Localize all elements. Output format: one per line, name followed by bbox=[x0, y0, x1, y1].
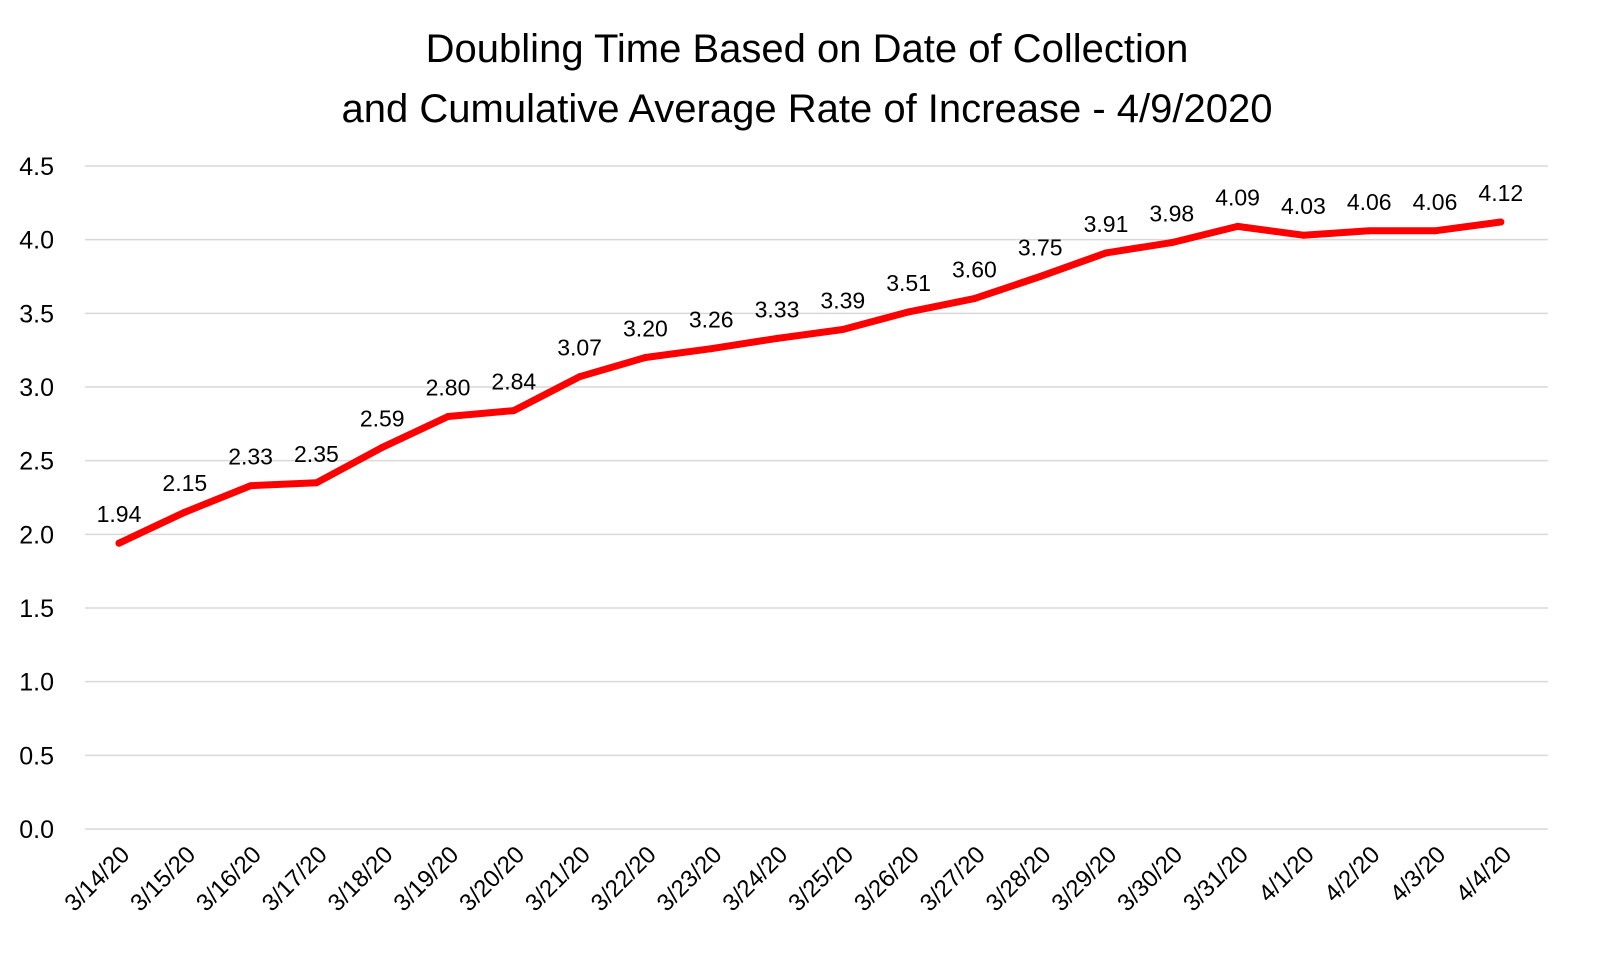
chart-title: Doubling Time Based on Date of Collectio… bbox=[426, 27, 1189, 71]
x-tick-label: 3/22/20 bbox=[586, 841, 662, 917]
data-point bbox=[181, 508, 189, 516]
data-label: 3.26 bbox=[689, 307, 734, 333]
x-tick-label: 3/23/20 bbox=[652, 841, 728, 917]
y-tick-label: 3.0 bbox=[19, 374, 54, 402]
x-tick-label: 4/2/20 bbox=[1319, 841, 1385, 907]
data-label: 3.51 bbox=[886, 270, 931, 296]
x-tick-label: 3/20/20 bbox=[454, 841, 530, 917]
x-tick-label: 3/18/20 bbox=[323, 841, 399, 917]
x-tick-label: 3/28/20 bbox=[981, 841, 1057, 917]
y-tick-label: 4.0 bbox=[19, 227, 54, 255]
data-label: 3.91 bbox=[1084, 211, 1129, 237]
data-label: 2.59 bbox=[360, 405, 405, 431]
data-point bbox=[1497, 218, 1505, 226]
x-tick-label: 4/3/20 bbox=[1385, 841, 1451, 907]
x-tick-label: 3/27/20 bbox=[915, 841, 991, 917]
data-point bbox=[312, 479, 320, 487]
data-point bbox=[641, 354, 649, 362]
data-point bbox=[905, 308, 913, 316]
x-tick-label: 3/19/20 bbox=[389, 841, 465, 917]
data-point bbox=[1168, 239, 1176, 247]
data-point bbox=[1431, 227, 1439, 235]
data-point bbox=[1234, 222, 1242, 230]
data-point bbox=[247, 482, 255, 490]
chart-subtitle: and Cumulative Average Rate of Increase … bbox=[342, 87, 1273, 131]
data-label: 4.06 bbox=[1413, 189, 1458, 215]
data-label: 3.33 bbox=[755, 296, 800, 322]
x-tick-label: 3/29/20 bbox=[1047, 841, 1123, 917]
data-point bbox=[1036, 273, 1044, 280]
data-point bbox=[115, 539, 123, 547]
y-tick-label: 0.0 bbox=[19, 816, 54, 844]
data-point bbox=[510, 407, 518, 415]
data-label: 4.12 bbox=[1478, 180, 1523, 206]
y-tick-label: 0.5 bbox=[19, 742, 54, 770]
data-point bbox=[1299, 231, 1307, 239]
data-point bbox=[970, 295, 978, 303]
x-tick-label: 4/1/20 bbox=[1253, 841, 1319, 907]
data-point bbox=[839, 326, 847, 334]
series-group bbox=[115, 218, 1505, 547]
data-label: 3.60 bbox=[952, 257, 997, 283]
data-label: 4.03 bbox=[1281, 193, 1326, 219]
data-point bbox=[1365, 227, 1373, 235]
series-line bbox=[115, 218, 1505, 547]
y-tick-label: 2.0 bbox=[19, 521, 54, 549]
data-point bbox=[707, 345, 715, 353]
data-label: 2.33 bbox=[228, 444, 273, 470]
data-point bbox=[576, 373, 584, 381]
x-tick-label: 3/25/20 bbox=[783, 841, 859, 917]
x-axis-tick-labels: 3/14/203/15/203/16/203/17/203/18/203/19/… bbox=[60, 841, 1518, 917]
data-label: 2.35 bbox=[294, 441, 339, 467]
y-tick-label: 2.5 bbox=[19, 448, 54, 476]
gridlines bbox=[85, 165, 1548, 830]
data-labels: 1.94 2.15 2.33 2.35 2.59 2.80 2.84 3.07 3.20 3.26… bbox=[97, 180, 1524, 527]
data-label: 2.84 bbox=[491, 369, 536, 395]
x-tick-label: 3/15/20 bbox=[125, 841, 201, 917]
data-point bbox=[378, 443, 386, 451]
x-tick-label: 3/31/20 bbox=[1178, 841, 1254, 917]
x-tick-label: 3/16/20 bbox=[191, 841, 267, 917]
data-point bbox=[1102, 249, 1110, 257]
data-point bbox=[773, 334, 781, 342]
x-tick-label: 4/4/20 bbox=[1451, 841, 1517, 907]
x-tick-label: 3/21/20 bbox=[520, 841, 596, 917]
data-label: 3.98 bbox=[1149, 201, 1194, 227]
data-label: 3.39 bbox=[820, 288, 865, 314]
y-tick-label: 1.5 bbox=[19, 595, 54, 623]
data-point bbox=[444, 412, 452, 420]
x-tick-label: 3/14/20 bbox=[60, 841, 136, 917]
y-tick-label: 4.5 bbox=[19, 153, 54, 181]
x-tick-label: 3/24/20 bbox=[718, 841, 794, 917]
data-label: 1.94 bbox=[97, 501, 142, 527]
y-axis-tick-labels: 0.0 0.5 1.0 1.5 2.0 2.5 3.0 3.5 4.0 4.5 bbox=[19, 153, 54, 844]
y-tick-label: 1.0 bbox=[19, 669, 54, 697]
x-tick-label: 3/17/20 bbox=[257, 841, 333, 917]
data-label: 3.07 bbox=[557, 335, 602, 361]
data-label: 4.06 bbox=[1347, 189, 1392, 215]
data-label: 2.80 bbox=[426, 374, 471, 400]
data-label: 3.20 bbox=[623, 316, 668, 342]
data-label: 4.09 bbox=[1215, 184, 1260, 210]
x-tick-label: 3/30/20 bbox=[1112, 841, 1188, 917]
x-tick-label: 3/26/20 bbox=[849, 841, 925, 917]
data-label: 3.75 bbox=[1018, 235, 1063, 261]
data-label: 2.15 bbox=[162, 470, 207, 496]
y-tick-label: 3.5 bbox=[19, 300, 54, 328]
